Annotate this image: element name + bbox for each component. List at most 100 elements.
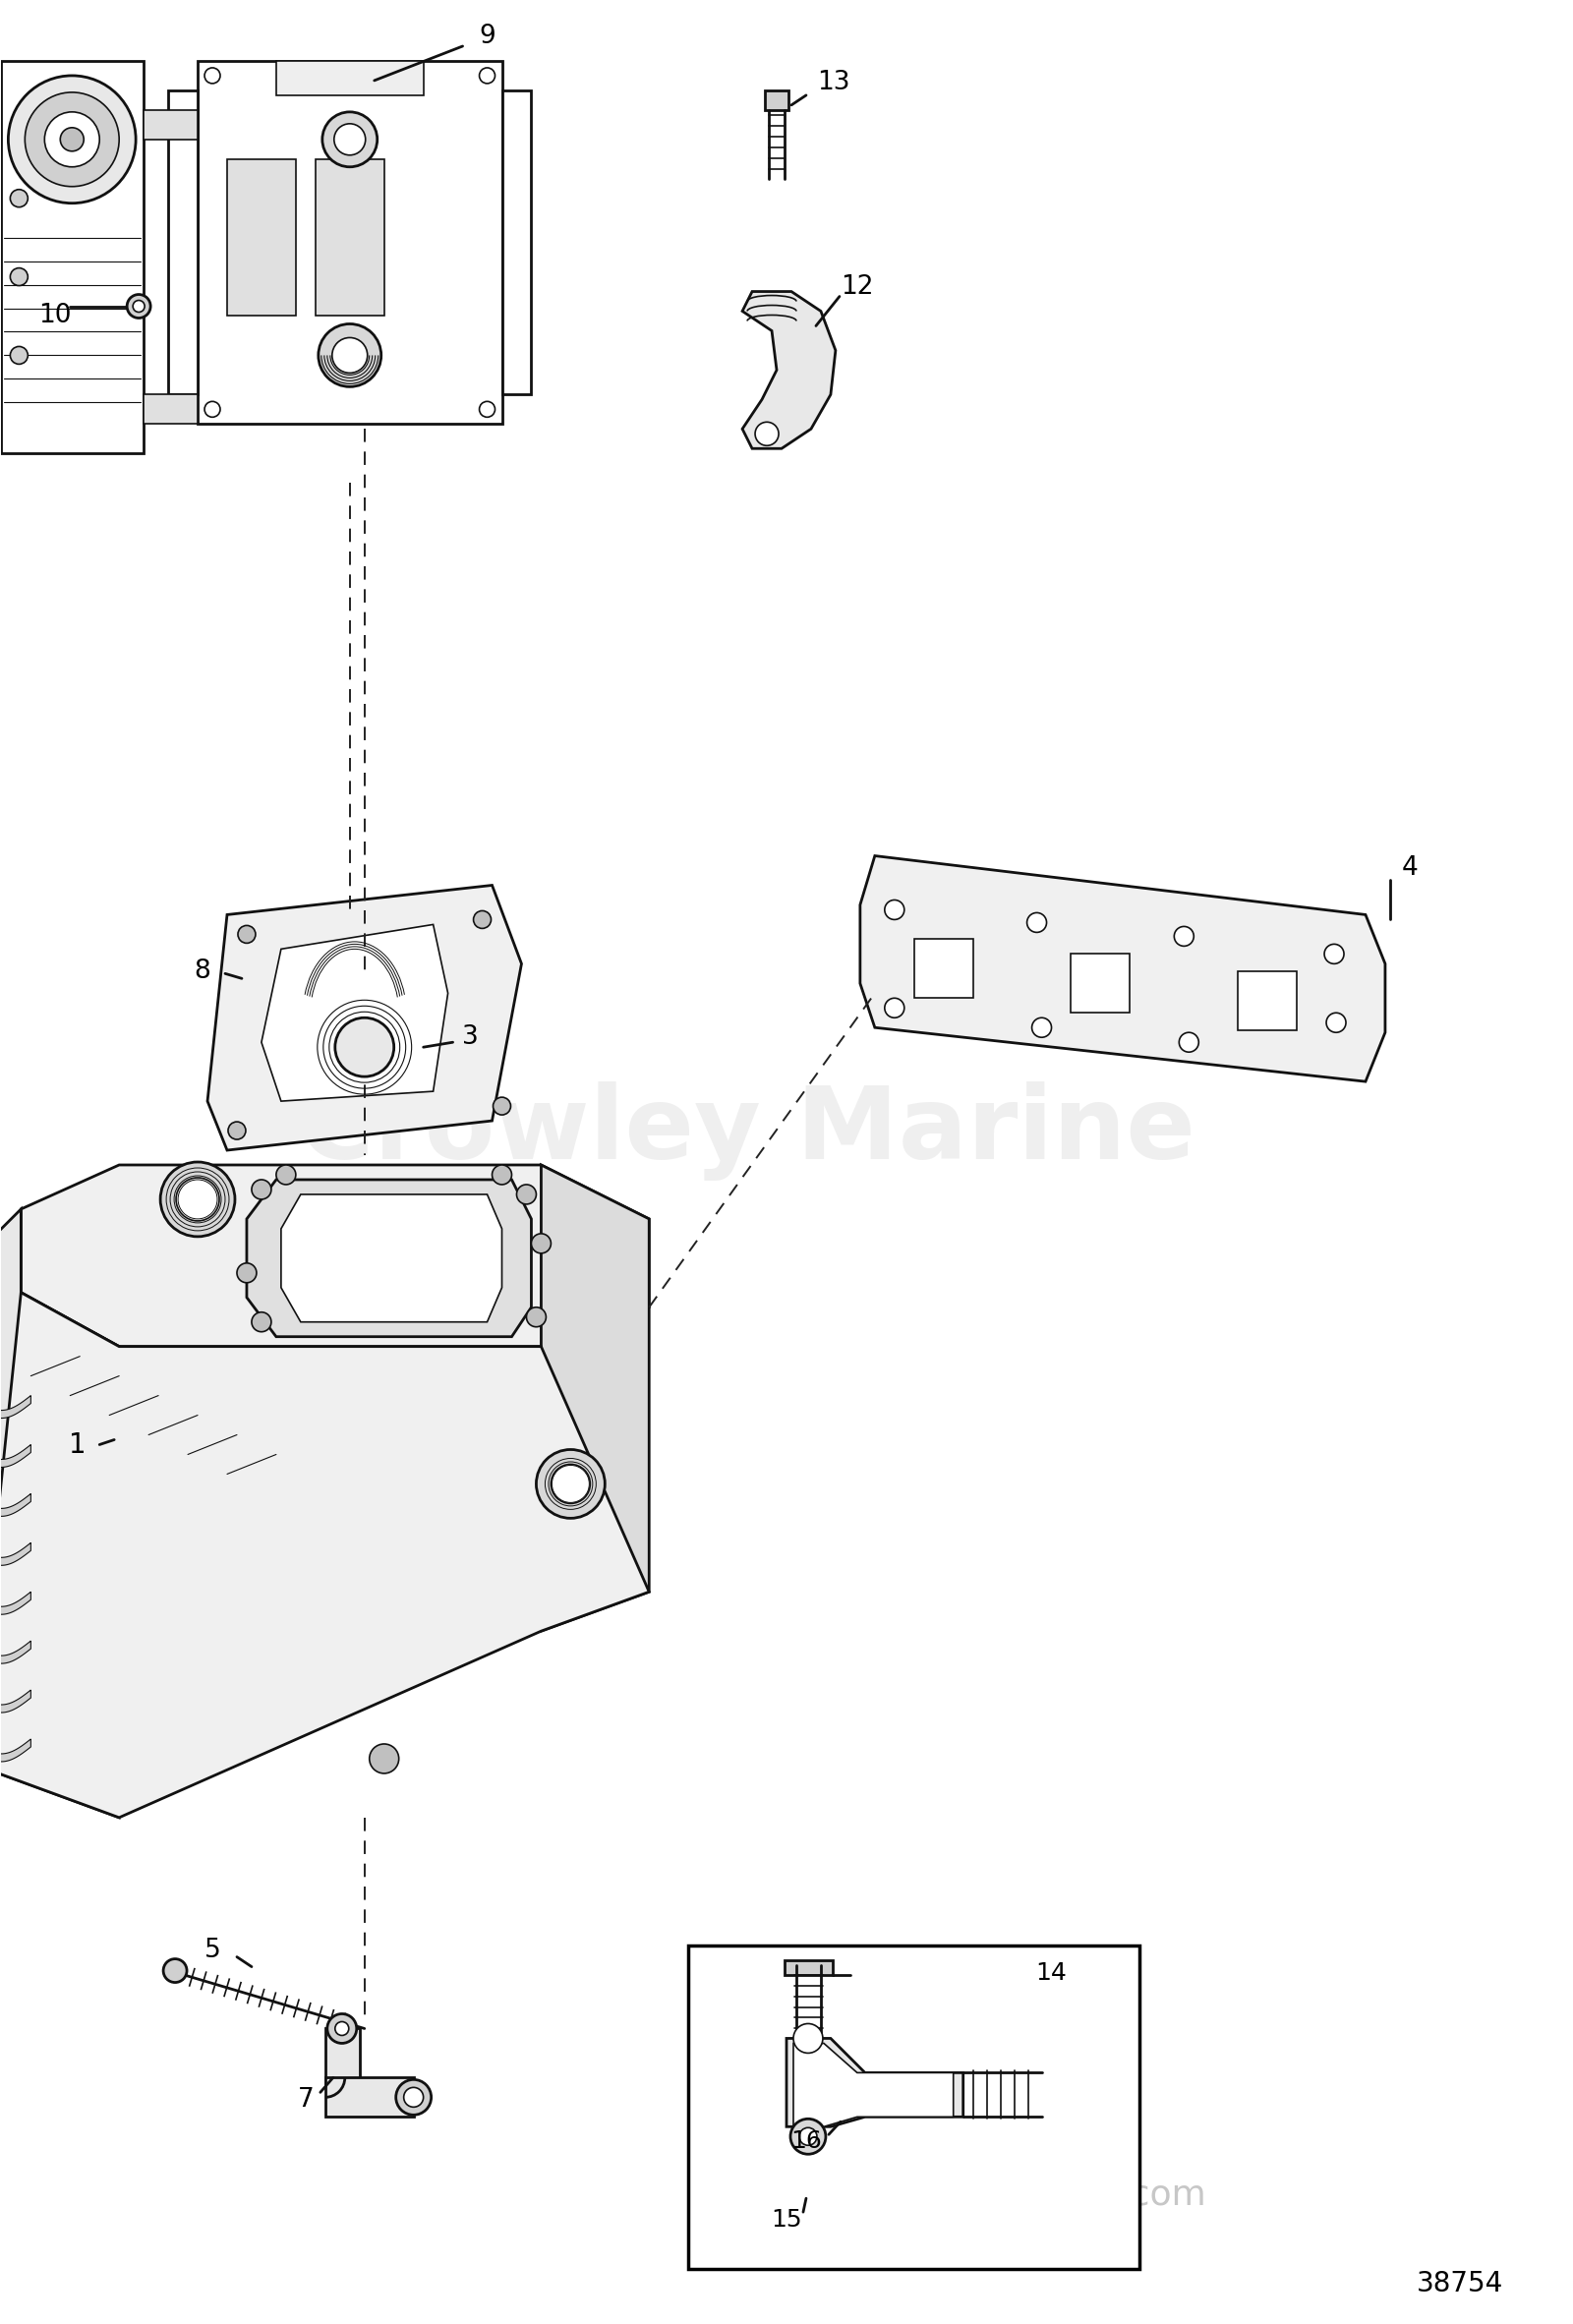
Circle shape [527,1306,546,1327]
Circle shape [25,93,120,186]
Circle shape [1180,1032,1199,1053]
Polygon shape [261,925,448,1102]
Text: 9: 9 [478,23,495,49]
Circle shape [790,2119,826,2154]
Polygon shape [0,1292,650,1817]
Circle shape [9,267,28,286]
Text: 5: 5 [204,1938,220,1964]
Polygon shape [143,395,198,423]
Text: 16: 16 [791,2129,821,2154]
Polygon shape [282,1195,502,1322]
Circle shape [204,402,220,416]
Polygon shape [793,2043,953,2126]
Circle shape [370,1743,400,1773]
Polygon shape [0,1208,120,1817]
Circle shape [480,402,495,416]
Circle shape [335,2022,349,2036]
Circle shape [238,925,255,944]
Circle shape [396,2080,431,2115]
Polygon shape [143,109,198,139]
Circle shape [204,67,220,84]
Polygon shape [0,1690,31,1713]
Circle shape [473,911,491,927]
Text: 3: 3 [462,1025,478,1050]
Circle shape [318,323,381,386]
Circle shape [793,2024,823,2052]
Polygon shape [785,1959,832,1975]
Polygon shape [502,91,532,395]
Circle shape [884,997,904,1018]
Circle shape [755,423,779,446]
Polygon shape [689,1945,1140,2268]
Polygon shape [0,1592,31,1615]
Polygon shape [208,885,522,1150]
Circle shape [228,1122,245,1139]
Circle shape [132,300,145,311]
Circle shape [333,123,365,156]
Polygon shape [1238,971,1296,1030]
Polygon shape [277,60,423,95]
Circle shape [8,77,135,202]
Circle shape [252,1181,271,1199]
Text: 7: 7 [297,2087,315,2113]
Circle shape [404,2087,423,2108]
Polygon shape [786,2038,963,2126]
Polygon shape [914,939,974,997]
Polygon shape [20,1164,650,1346]
Circle shape [536,1450,606,1518]
Circle shape [335,1018,393,1076]
Circle shape [1027,913,1046,932]
Circle shape [1326,1013,1346,1032]
Circle shape [516,1185,536,1204]
Circle shape [551,1464,590,1504]
Polygon shape [0,1738,31,1762]
Polygon shape [198,60,502,423]
Polygon shape [541,1164,650,1631]
Text: crowleymarine.com: crowleymarine.com [857,2178,1206,2212]
Polygon shape [0,1641,31,1664]
Circle shape [884,899,904,920]
Text: 1: 1 [69,1432,87,1459]
Polygon shape [326,2078,414,2117]
Polygon shape [742,290,835,449]
Circle shape [252,1313,271,1332]
Text: 13: 13 [816,70,849,95]
Circle shape [160,1162,234,1236]
Polygon shape [326,2029,360,2087]
Circle shape [127,295,151,318]
Text: 15: 15 [771,2208,802,2231]
Polygon shape [0,1397,31,1418]
Circle shape [799,2129,816,2145]
Polygon shape [247,1181,532,1336]
Polygon shape [316,158,384,316]
Circle shape [492,1097,511,1116]
Circle shape [1032,1018,1051,1037]
Circle shape [1324,944,1343,964]
Polygon shape [0,1494,31,1515]
Polygon shape [227,158,296,316]
Text: 10: 10 [39,302,72,328]
Circle shape [238,1262,256,1283]
Text: 38754: 38754 [1416,2271,1502,2298]
Circle shape [44,112,99,167]
Circle shape [9,346,28,365]
Circle shape [60,128,83,151]
Polygon shape [354,1037,374,1057]
Polygon shape [1071,953,1129,1013]
Circle shape [492,1164,511,1185]
Polygon shape [0,1543,31,1566]
Text: 14: 14 [1035,1961,1066,1985]
Circle shape [9,191,28,207]
Text: 12: 12 [840,274,873,300]
Polygon shape [168,91,198,395]
Text: 8: 8 [195,960,211,985]
Polygon shape [764,91,788,109]
Text: 4: 4 [1402,855,1417,881]
Circle shape [532,1234,551,1253]
Circle shape [332,337,368,372]
Polygon shape [860,855,1386,1081]
Circle shape [277,1164,296,1185]
Circle shape [176,1178,219,1220]
Polygon shape [2,60,143,453]
Circle shape [322,112,378,167]
